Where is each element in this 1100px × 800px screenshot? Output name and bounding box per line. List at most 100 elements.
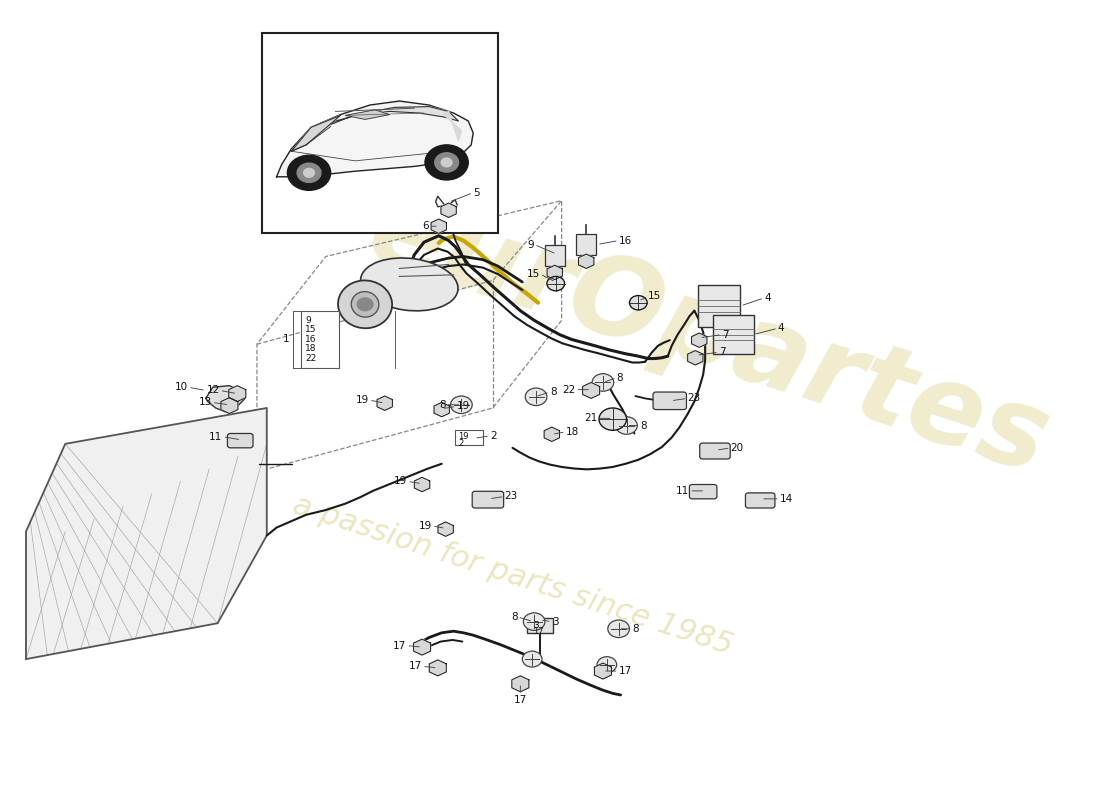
Text: 17: 17	[514, 695, 527, 705]
Text: 16: 16	[305, 335, 317, 344]
Ellipse shape	[338, 281, 392, 328]
Text: 15: 15	[527, 269, 540, 279]
Polygon shape	[229, 386, 245, 402]
Text: 17: 17	[393, 641, 406, 650]
Text: 18: 18	[565, 427, 579, 437]
Text: 12: 12	[207, 386, 220, 395]
Circle shape	[287, 155, 331, 190]
Text: 9: 9	[528, 239, 535, 250]
Text: 3: 3	[552, 617, 559, 626]
Polygon shape	[547, 266, 562, 280]
Circle shape	[434, 153, 459, 172]
Polygon shape	[292, 115, 341, 151]
Text: a passion for parts since 1985: a passion for parts since 1985	[289, 490, 736, 661]
Text: 17: 17	[534, 626, 543, 636]
Text: 8: 8	[632, 624, 639, 634]
Polygon shape	[544, 427, 560, 442]
Text: 2: 2	[459, 438, 464, 447]
Text: 19: 19	[459, 432, 469, 441]
Text: 16: 16	[618, 235, 631, 246]
Text: 19: 19	[355, 395, 368, 405]
Polygon shape	[579, 254, 594, 269]
Text: 15: 15	[305, 326, 317, 334]
Text: eurOpartes: eurOpartes	[356, 176, 1063, 497]
Polygon shape	[414, 639, 430, 655]
Polygon shape	[26, 408, 267, 659]
Polygon shape	[594, 663, 612, 679]
Circle shape	[597, 657, 617, 673]
Polygon shape	[692, 333, 707, 347]
Text: 9: 9	[305, 316, 311, 325]
FancyBboxPatch shape	[472, 491, 504, 508]
Polygon shape	[443, 111, 461, 141]
Circle shape	[451, 396, 472, 414]
Text: 8: 8	[617, 373, 624, 382]
Text: 3: 3	[534, 621, 539, 630]
Text: 19: 19	[419, 521, 432, 531]
Text: 4: 4	[764, 293, 771, 303]
Text: 19: 19	[456, 402, 470, 411]
Circle shape	[358, 298, 373, 310]
Text: 10: 10	[175, 382, 188, 392]
Bar	[527, 618, 553, 633]
Circle shape	[629, 295, 647, 310]
Polygon shape	[512, 676, 529, 692]
Bar	[301, 310, 339, 368]
Text: 7: 7	[722, 330, 728, 340]
Circle shape	[526, 388, 547, 406]
Text: 23: 23	[688, 394, 701, 403]
Bar	[544, 246, 564, 266]
Polygon shape	[429, 660, 447, 676]
FancyBboxPatch shape	[228, 434, 253, 448]
Circle shape	[524, 613, 544, 630]
Ellipse shape	[351, 291, 378, 317]
Polygon shape	[434, 402, 450, 417]
Text: 11: 11	[209, 432, 222, 442]
Polygon shape	[688, 350, 703, 365]
Text: 18: 18	[305, 345, 317, 354]
Circle shape	[600, 408, 627, 430]
Circle shape	[592, 374, 614, 391]
Text: 4: 4	[778, 323, 784, 334]
Text: 1: 1	[283, 334, 289, 345]
FancyBboxPatch shape	[700, 443, 730, 459]
Circle shape	[522, 651, 542, 667]
Bar	[698, 285, 739, 326]
Circle shape	[547, 277, 564, 290]
Polygon shape	[415, 478, 430, 492]
Text: 21: 21	[584, 414, 597, 423]
Text: 17: 17	[409, 662, 422, 671]
Text: 22: 22	[305, 354, 317, 363]
FancyBboxPatch shape	[653, 392, 686, 410]
Text: 14: 14	[780, 494, 793, 504]
Bar	[576, 234, 596, 255]
Text: 13: 13	[198, 398, 211, 407]
Text: 23: 23	[505, 491, 518, 502]
Circle shape	[297, 163, 321, 182]
Circle shape	[425, 145, 469, 180]
Text: 19: 19	[394, 476, 407, 486]
Bar	[262, 34, 498, 233]
Polygon shape	[345, 110, 389, 119]
Polygon shape	[438, 522, 453, 536]
Polygon shape	[221, 398, 238, 414]
Text: 5: 5	[473, 188, 480, 198]
Text: 6: 6	[422, 222, 429, 231]
Circle shape	[616, 417, 637, 434]
Circle shape	[441, 158, 452, 167]
Text: 8: 8	[510, 612, 517, 622]
Circle shape	[304, 169, 315, 177]
Circle shape	[608, 620, 629, 638]
Text: 7: 7	[719, 347, 726, 357]
Text: 20: 20	[730, 443, 744, 453]
Text: 22: 22	[562, 385, 575, 394]
Bar	[713, 315, 755, 354]
Text: 17: 17	[618, 666, 631, 676]
Polygon shape	[583, 382, 600, 398]
FancyBboxPatch shape	[746, 493, 774, 508]
Polygon shape	[206, 386, 245, 412]
Polygon shape	[441, 203, 456, 218]
Text: 15: 15	[648, 291, 661, 302]
Polygon shape	[306, 106, 459, 145]
Polygon shape	[431, 219, 447, 234]
